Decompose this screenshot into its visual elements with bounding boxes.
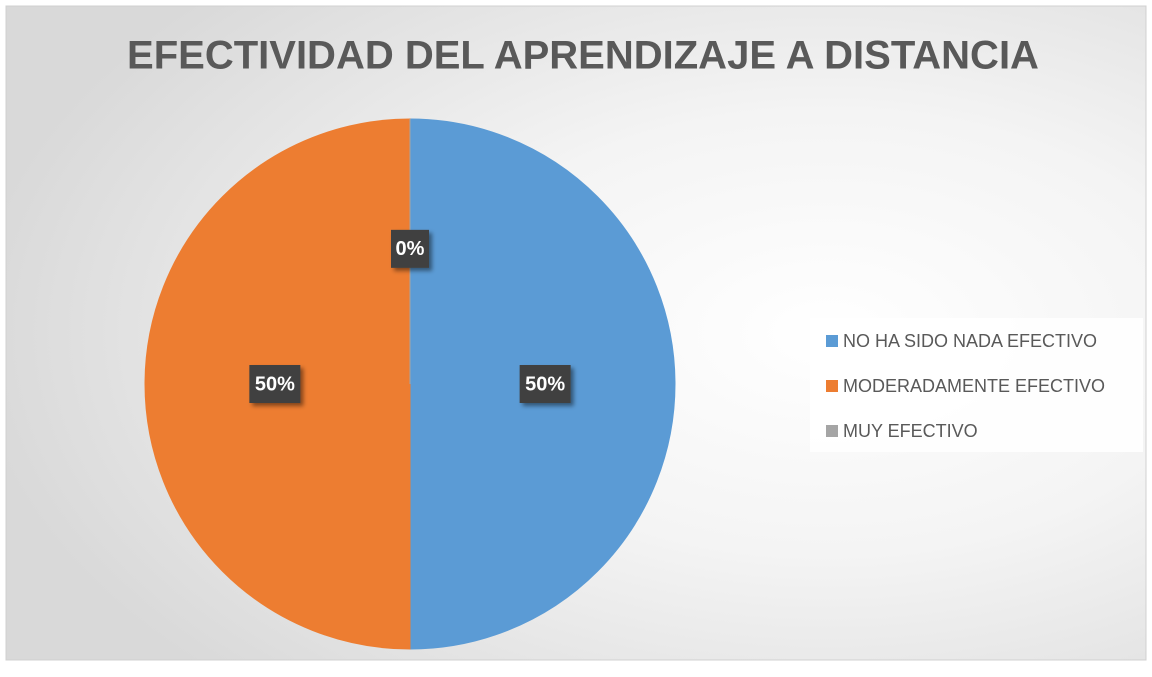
- data-label: 50%: [525, 373, 565, 395]
- legend-swatch: [826, 380, 838, 392]
- chart-title: EFECTIVIDAD DEL APRENDIZAJE A DISTANCIA: [127, 34, 1039, 78]
- data-label-box: [519, 365, 571, 403]
- legend-swatch: [826, 335, 838, 347]
- data-label: 0%: [396, 238, 425, 260]
- legend: [810, 318, 1143, 452]
- legend-label: MUY EFECTIVO: [843, 421, 978, 441]
- legend-label: MODERADAMENTE EFECTIVO: [843, 376, 1105, 396]
- legend-label: NO HA SIDO NADA EFECTIVO: [843, 331, 1097, 351]
- data-label: 50%: [255, 373, 295, 395]
- data-label-box: [391, 229, 429, 268]
- data-label-box: [249, 365, 301, 403]
- legend-swatch: [826, 425, 838, 437]
